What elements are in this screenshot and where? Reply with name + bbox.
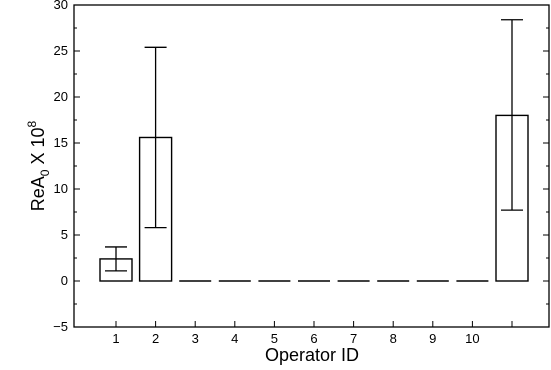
x-tick-label: 9 <box>429 331 436 346</box>
x-tick-label: 1 <box>112 331 119 346</box>
x-tick-label: 2 <box>152 331 159 346</box>
y-tick-label: 0 <box>61 273 68 288</box>
y-tick-label: 20 <box>54 89 68 104</box>
bars <box>100 115 528 281</box>
x-tick-label: 6 <box>310 331 317 346</box>
x-tick-label: 8 <box>390 331 397 346</box>
x-tick-label: 10 <box>465 331 479 346</box>
x-axis: 1 2 3 4 5 6 7 8 9 10 <box>112 321 512 346</box>
x-tick-label: 3 <box>192 331 199 346</box>
x-tick-label: 7 <box>350 331 357 346</box>
y-tick-label: 10 <box>54 181 68 196</box>
y-axis: −5 0 5 10 15 20 25 30 <box>53 0 549 334</box>
y-tick-label: 25 <box>54 43 68 58</box>
x-tick-label: 5 <box>271 331 278 346</box>
x-axis-title: Operator ID <box>265 345 359 365</box>
y-tick-label: 15 <box>54 135 68 150</box>
y-tick-label: −5 <box>53 319 68 334</box>
y-tick-label: 5 <box>61 227 68 242</box>
x-tick-label: 4 <box>231 331 238 346</box>
y-axis-title: ReA0 X 108 <box>25 120 52 211</box>
y-tick-label: 30 <box>54 0 68 12</box>
